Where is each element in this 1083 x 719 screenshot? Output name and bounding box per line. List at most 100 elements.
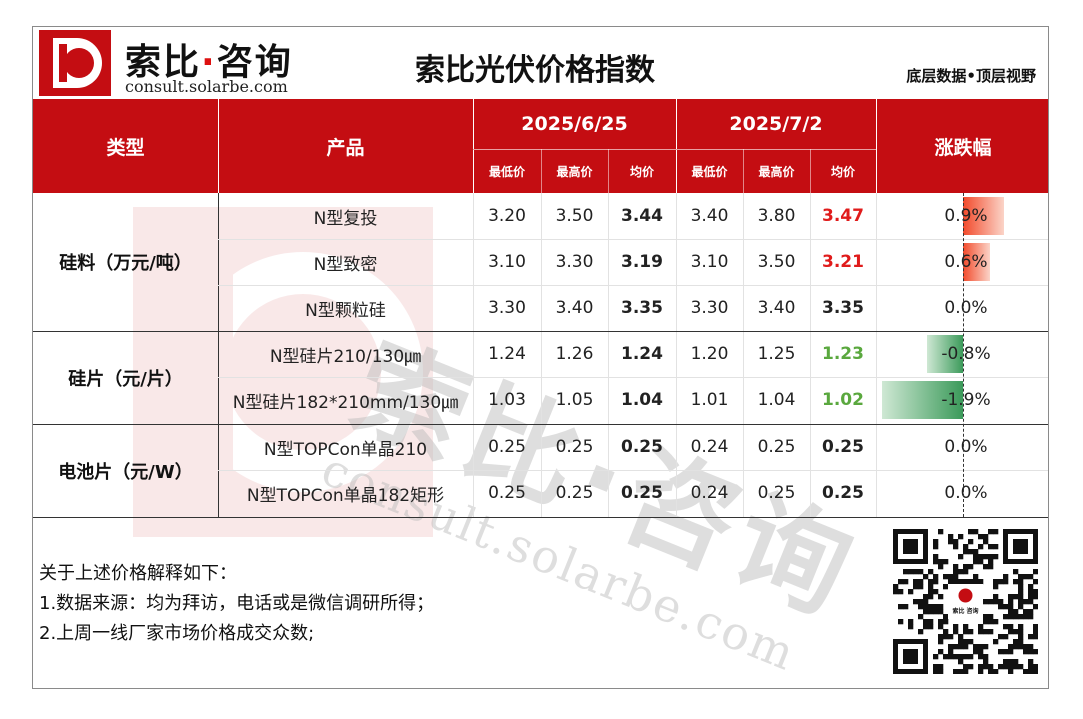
qr-module	[1023, 669, 1029, 674]
qr-module	[918, 579, 924, 585]
price-d1-avg: 0.25	[621, 483, 663, 503]
qr-module	[918, 599, 924, 605]
qr-module	[993, 639, 999, 645]
qr-module	[958, 669, 964, 674]
qr-module	[943, 584, 949, 590]
qr-module	[1033, 594, 1038, 600]
price-d1-max: 3.50	[555, 206, 594, 226]
header-divider	[473, 99, 474, 193]
change-zero-axis	[963, 193, 964, 517]
qr-module	[913, 599, 919, 605]
qr-module	[963, 579, 969, 585]
qr-module	[933, 544, 939, 550]
qr-module	[993, 599, 999, 605]
qr-module	[953, 579, 959, 585]
qr-module	[1008, 669, 1014, 674]
qr-module	[923, 609, 929, 615]
qr-module	[1033, 664, 1038, 670]
qr-module	[978, 559, 984, 565]
qr-module	[928, 594, 934, 600]
price-index-card: 索比·咨询 consult.solarbe.com 索比·咨询 consult.…	[32, 26, 1049, 689]
qr-module	[948, 644, 954, 650]
change-cell: -1.9%	[882, 377, 1048, 423]
qr-module	[938, 619, 944, 625]
qr-module	[968, 654, 974, 660]
qr-module	[973, 554, 979, 560]
qr-module	[1008, 599, 1014, 605]
change-cell: 0.0%	[882, 424, 1048, 470]
header-change: 涨跌幅	[876, 99, 1048, 193]
qr-module	[993, 579, 999, 585]
qr-module	[998, 604, 1004, 610]
qr-module	[938, 639, 944, 645]
price-d2-max: 3.80	[757, 206, 796, 226]
qr-module	[1033, 624, 1038, 630]
qr-module	[918, 614, 924, 620]
price-d1-avg: 1.24	[621, 344, 663, 364]
group-divider	[33, 331, 1048, 332]
header-divider	[473, 149, 876, 150]
qr-module	[968, 564, 974, 570]
qr-module	[1003, 579, 1009, 585]
qr-module	[953, 654, 959, 660]
qr-module	[898, 579, 904, 585]
notes-section: 关于上述价格解释如下： 1.数据来源：均为拜访，电话或是微信调研所得； 2.上周…	[39, 559, 434, 649]
qr-module	[1033, 604, 1038, 610]
qr-module	[1003, 659, 1009, 665]
qr-module	[933, 539, 939, 545]
qr-module	[1008, 649, 1014, 655]
qr-module	[938, 609, 944, 615]
qr-module	[968, 529, 974, 535]
qr-module	[1008, 594, 1014, 600]
qr-module	[1018, 624, 1024, 630]
qr-module	[983, 644, 989, 650]
price-d1-min: 3.20	[488, 206, 526, 226]
change-value: 0.0%	[944, 437, 988, 457]
qr-module	[903, 604, 909, 610]
qr-module	[978, 654, 984, 660]
qr-module	[903, 579, 909, 585]
qr-module	[908, 589, 914, 595]
qr-module	[983, 564, 989, 570]
qr-module	[908, 624, 914, 630]
logo-text-tail: 咨询	[216, 42, 293, 83]
header-divider	[676, 99, 677, 193]
qr-module	[1013, 614, 1019, 620]
qr-finder	[903, 649, 918, 664]
price-d1-max: 0.25	[555, 483, 594, 503]
qr-module	[1008, 604, 1014, 610]
price-d2-min: 3.30	[690, 298, 729, 318]
qr-module	[923, 624, 929, 630]
qr-module	[948, 579, 954, 585]
product-name: N型硅片210/130㎛	[269, 346, 422, 367]
qr-module	[1018, 589, 1024, 595]
qr-module	[1013, 629, 1019, 635]
qr-module	[928, 619, 934, 625]
qr-module	[958, 579, 964, 585]
qr-module	[1018, 664, 1024, 670]
qr-module	[963, 569, 969, 575]
price-d1-avg: 3.44	[621, 206, 663, 226]
column-divider	[810, 193, 811, 517]
qr-module	[1028, 584, 1034, 590]
qr-module	[933, 589, 939, 595]
qr-module	[988, 664, 994, 670]
qr-module	[1028, 659, 1034, 665]
qr-module	[1033, 634, 1038, 640]
qr-module	[983, 539, 989, 545]
qr-module	[928, 604, 934, 610]
qr-module	[933, 654, 939, 660]
qr-code: 索比 咨询	[893, 529, 1038, 674]
header-type: 类型	[33, 99, 218, 193]
qr-module	[983, 554, 989, 560]
qr-module	[978, 669, 984, 674]
qr-module	[993, 529, 999, 535]
header-d1-min: 最低价	[473, 149, 541, 193]
qr-module	[898, 604, 904, 610]
qr-module	[918, 569, 924, 575]
price-d2-avg: 0.25	[822, 437, 864, 457]
qr-module	[978, 644, 984, 650]
qr-module	[1023, 609, 1029, 615]
header-d1-avg: 均价	[608, 149, 676, 193]
qr-module	[933, 664, 939, 670]
